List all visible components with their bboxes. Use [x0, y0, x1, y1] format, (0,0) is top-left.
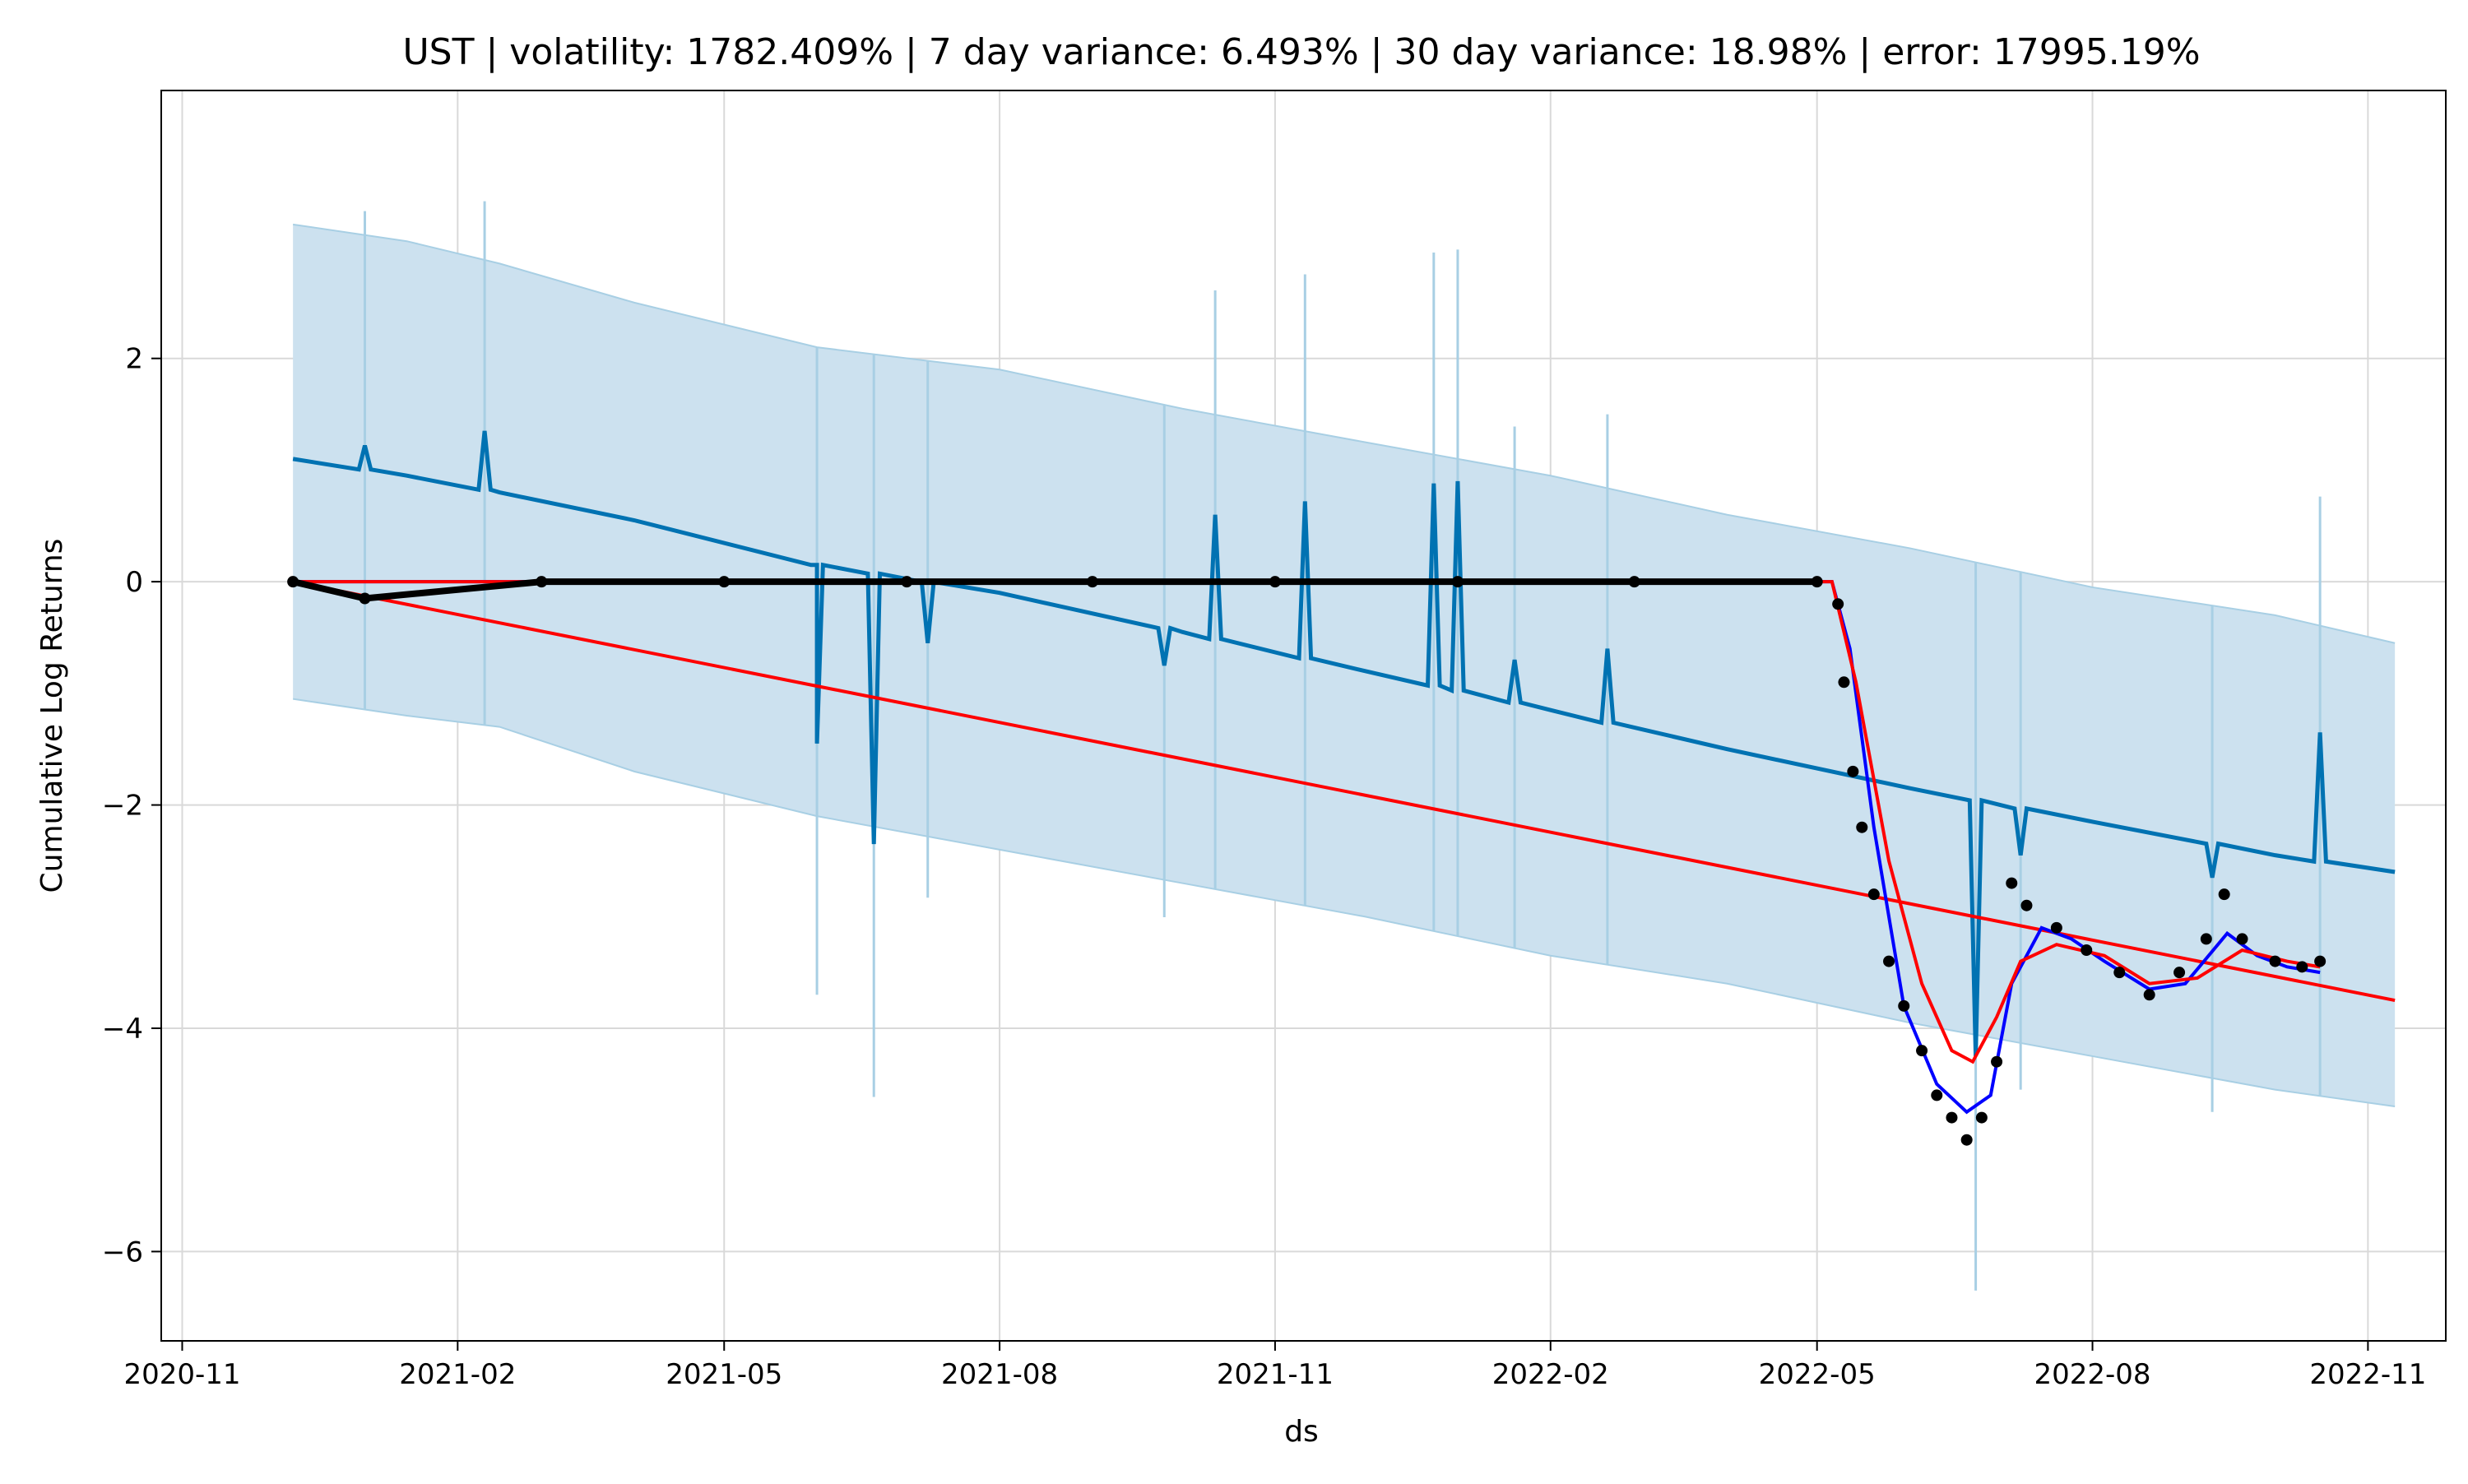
actual-data-point [2173, 967, 2186, 979]
actual-data-point [2314, 955, 2327, 967]
actual-data-point [2020, 899, 2033, 911]
y-tick-label: −2 [102, 790, 143, 823]
actual-data-point [2006, 877, 2018, 889]
actual-data-point [1832, 598, 1844, 610]
y-tick-label: 2 [125, 343, 143, 376]
actual-data-point [1898, 999, 1910, 1012]
y-axis-label: Cumulative Log Returns [35, 539, 69, 893]
actual-data-point [1960, 1134, 1973, 1146]
x-tick-label: 2021-08 [941, 1358, 1058, 1391]
actual-data-point [1451, 576, 1464, 588]
axis-layer: 2020-11 2021-02 2021-05 2021-08 2021-11 2022-… [102, 343, 2427, 1391]
plot-frame [160, 90, 2447, 1342]
forecast-upper-bound-line [292, 223, 2396, 644]
actual-data-point [1838, 676, 1850, 689]
y-tick-label: 0 [125, 566, 143, 599]
actual-data-point [1946, 1111, 1958, 1124]
actual-data-point [2296, 961, 2308, 973]
forecast-line [292, 430, 2396, 1056]
actual-data-point [1991, 1055, 2003, 1068]
smoothed-blue-line [293, 580, 2321, 1115]
actual-flat-segment [292, 578, 1817, 602]
actual-data-point [287, 576, 299, 588]
forecast-band-layer [292, 201, 2396, 1291]
x-tick-label: 2020-11 [123, 1358, 240, 1391]
actual-data-point [901, 576, 913, 588]
y-tick-label: −6 [102, 1236, 143, 1268]
actual-data-point [1811, 576, 1823, 588]
actual-points-layer [287, 576, 2327, 1146]
actual-data-point [1086, 576, 1098, 588]
x-tick-label: 2022-02 [1492, 1358, 1609, 1391]
actual-data-point [2218, 888, 2230, 901]
actual-data-point [1883, 955, 1895, 967]
actual-data-point [1931, 1089, 1943, 1101]
actual-data-point [2050, 921, 2062, 934]
actual-data-point [1975, 1111, 1988, 1124]
actual-data-point [536, 576, 548, 588]
x-tick-label: 2022-08 [2034, 1358, 2150, 1391]
actual-data-point [718, 576, 731, 588]
actual-data-point [2143, 989, 2155, 1001]
actual-data-point [1856, 821, 1868, 833]
chart-title: UST | volatility: 1782.409% | 7 day vari… [402, 31, 2200, 73]
actual-data-point [1847, 765, 1859, 777]
actual-data-point [1628, 576, 1640, 588]
smoothed-red-line [293, 580, 2321, 1064]
actual-data-point [2081, 944, 2093, 956]
x-tick-label: 2022-05 [1759, 1358, 1876, 1391]
actual-data-point [1916, 1045, 1928, 1057]
x-tick-label: 2022-11 [2309, 1358, 2426, 1391]
actual-data-point [2113, 967, 2126, 979]
x-axis-label: ds [1284, 1415, 1319, 1449]
actual-data-point [1867, 888, 1880, 901]
x-tick-label: 2021-11 [1217, 1358, 1334, 1391]
series-layer [292, 430, 2396, 1115]
actual-data-point [1269, 576, 1281, 588]
actual-data-point [2236, 933, 2248, 945]
actual-data-point [2200, 933, 2212, 945]
forecast-lower-bound-line [292, 698, 2396, 1107]
actual-data-point [359, 592, 371, 605]
x-tick-label: 2021-05 [666, 1358, 782, 1391]
y-tick-label: −4 [102, 1013, 143, 1046]
actual-data-point [2269, 955, 2281, 967]
x-tick-label: 2021-02 [399, 1358, 516, 1391]
